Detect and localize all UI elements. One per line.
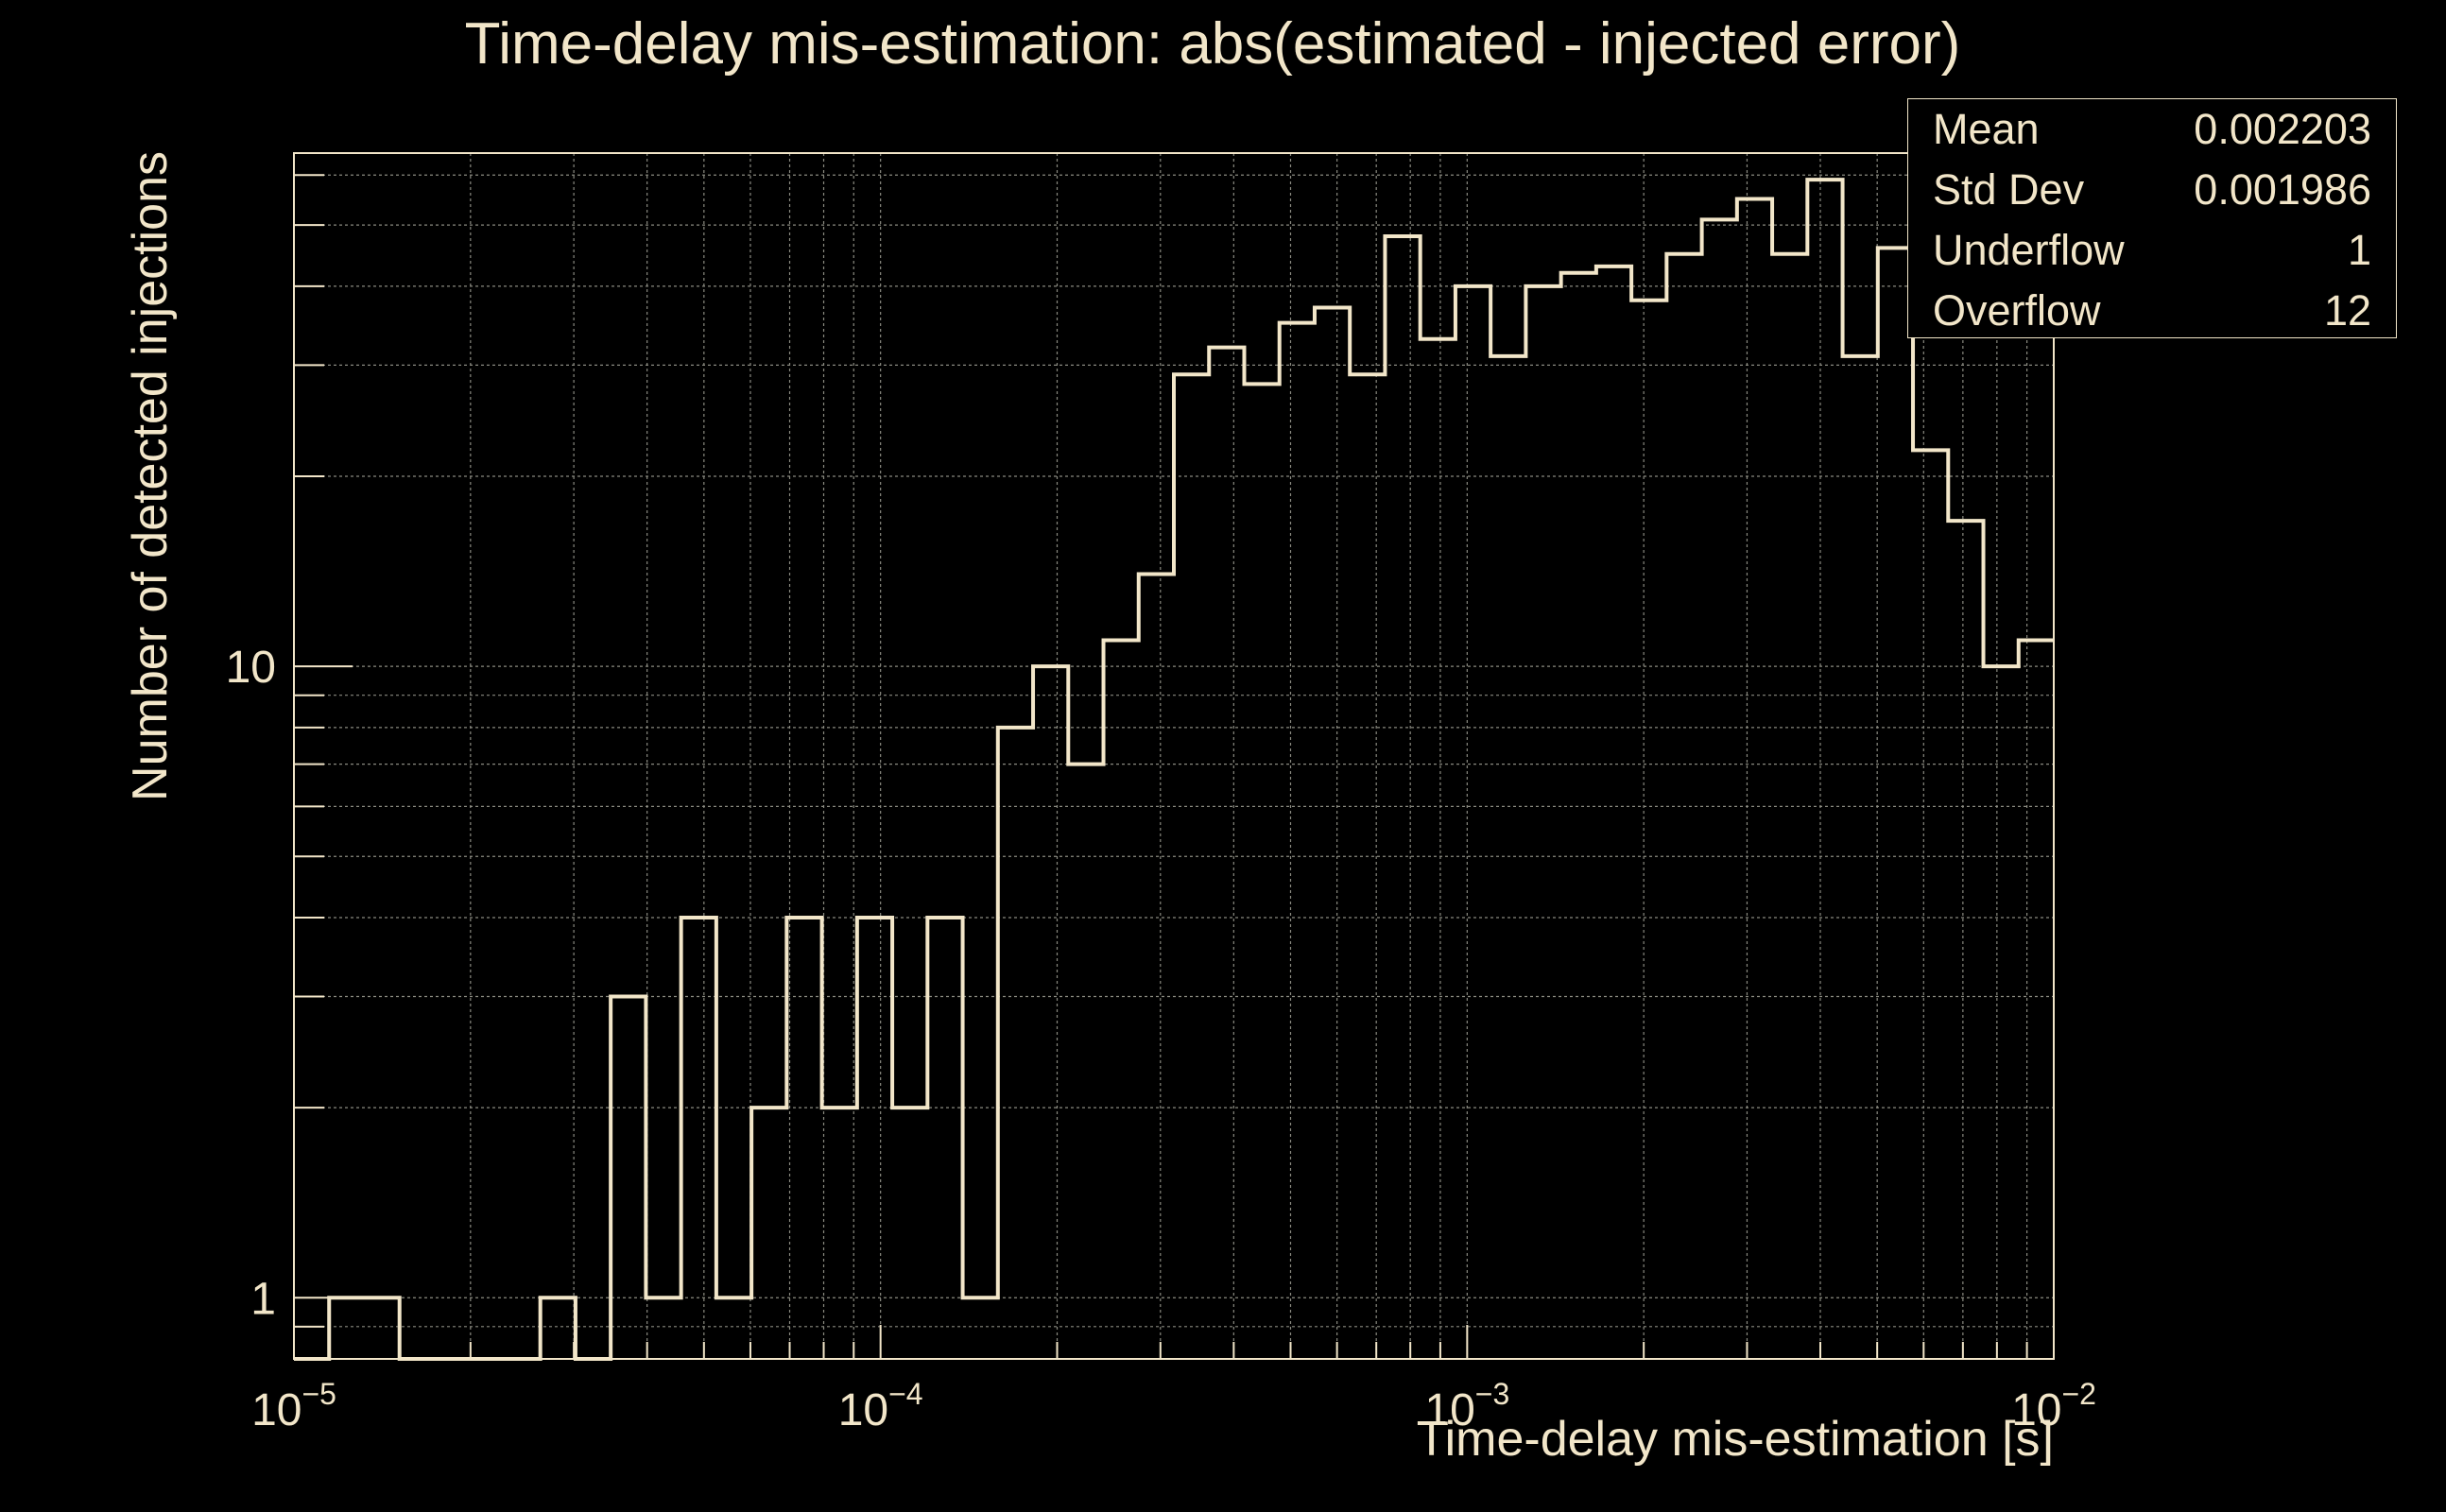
- x-tick-label: 10−3: [1424, 1377, 1509, 1435]
- stats-stddev-value: 0.001986: [2194, 165, 2371, 214]
- y-tick-labels: 1 10: [226, 643, 276, 1324]
- stats-row-stddev: Std Dev 0.001986: [1908, 165, 2396, 226]
- plot-frame: [293, 152, 2055, 1360]
- x-tick-labels: 10−5 10−4 10−3 10−2: [251, 1377, 2096, 1435]
- stats-row-mean: Mean 0.002203: [1908, 105, 2396, 165]
- grid-lines: [293, 153, 2054, 1360]
- x-tick-label: 10−2: [2011, 1377, 2096, 1435]
- y-tick-label: 1: [250, 1274, 276, 1324]
- x-tick-label: 10−5: [251, 1377, 336, 1435]
- histogram-line: [294, 178, 2054, 1361]
- stats-mean-value: 0.002203: [2194, 105, 2371, 153]
- stats-row-underflow: Underflow 1: [1908, 226, 2396, 286]
- stats-underflow-value: 1: [2347, 226, 2371, 274]
- stats-overflow-value: 12: [2323, 286, 2371, 335]
- stats-stddev-label: Std Dev: [1933, 165, 2085, 214]
- stats-overflow-label: Overflow: [1933, 286, 2101, 335]
- stats-box: Mean 0.002203 Std Dev 0.001986 Underflow…: [1907, 98, 2397, 338]
- stats-row-overflow: Overflow 12: [1908, 286, 2396, 347]
- stats-underflow-label: Underflow: [1933, 226, 2125, 274]
- y-axis-label: Number of detected injections: [123, 151, 178, 801]
- x-tick-label: 10−4: [838, 1377, 923, 1435]
- axis-ticks: [293, 174, 2028, 1360]
- chart-title: Time-delay mis-estimation: abs(estimated…: [465, 11, 1961, 77]
- y-tick-label: 10: [226, 643, 276, 693]
- x-axis-label: Time-delay mis-estimation [s]: [1417, 1412, 2054, 1467]
- stats-mean-label: Mean: [1933, 105, 2040, 153]
